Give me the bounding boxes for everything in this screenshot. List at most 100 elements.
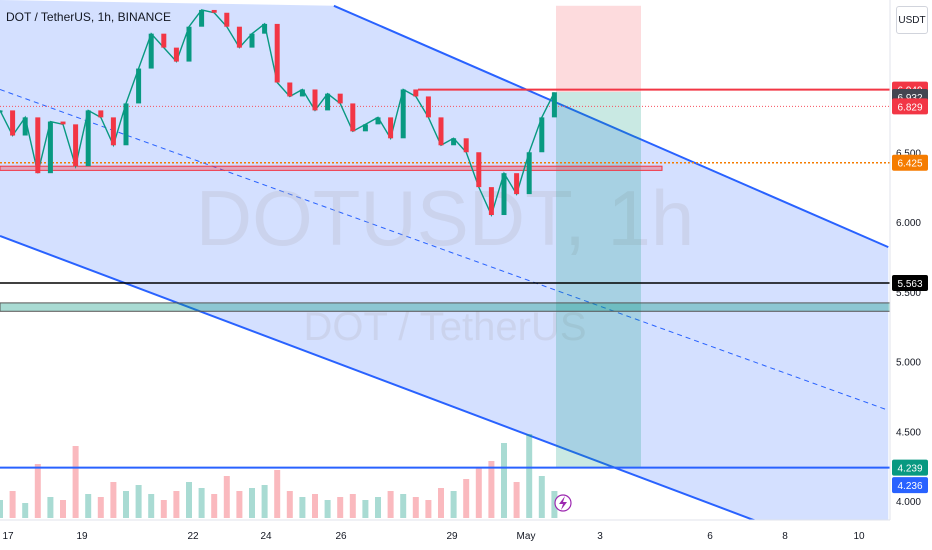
volume-bar bbox=[135, 485, 142, 518]
volume-bar bbox=[249, 488, 255, 518]
volume-bar bbox=[387, 491, 394, 518]
volume-bar bbox=[286, 491, 293, 518]
lightning-icon[interactable] bbox=[554, 494, 572, 512]
price-candle bbox=[375, 117, 381, 125]
watermark-ticker: DOTUSDT, 1h bbox=[196, 174, 694, 262]
volume-bar bbox=[261, 485, 268, 518]
price-candle bbox=[299, 89, 305, 97]
volume-bar bbox=[173, 491, 180, 518]
price-candle bbox=[514, 173, 520, 195]
volume-bar bbox=[198, 488, 205, 518]
time-tick-label: 26 bbox=[335, 531, 347, 542]
price-candle bbox=[35, 117, 41, 174]
volume-bar bbox=[97, 497, 104, 518]
channel-upper-line[interactable] bbox=[333, 4, 889, 249]
channel-fill bbox=[0, 0, 889, 550]
volume-bar bbox=[551, 491, 558, 518]
price-candle bbox=[501, 173, 507, 216]
volume-bar bbox=[400, 494, 407, 518]
price-candle bbox=[287, 82, 293, 97]
price-label-text: 5.563 bbox=[897, 279, 922, 290]
stop-loss-zone[interactable] bbox=[556, 5, 641, 92]
time-tick-label: 8 bbox=[782, 531, 788, 542]
short-position-tool[interactable] bbox=[556, 5, 641, 468]
price-candle bbox=[60, 121, 66, 125]
price-candle bbox=[413, 89, 419, 97]
price-candle bbox=[22, 117, 28, 136]
price-candle bbox=[73, 124, 79, 167]
price-label-box bbox=[892, 459, 928, 476]
price-tick-label: 6.000 bbox=[896, 218, 921, 229]
take-profit-zone[interactable] bbox=[556, 91, 641, 468]
volume-bar bbox=[538, 476, 545, 518]
price-candle bbox=[161, 33, 167, 48]
price-candle bbox=[451, 138, 457, 146]
price-candle bbox=[123, 103, 129, 146]
time-tick-label: 24 bbox=[260, 531, 272, 542]
price-candle bbox=[199, 9, 205, 27]
price-label-box bbox=[892, 154, 928, 171]
green-support-zone[interactable] bbox=[0, 302, 891, 312]
volume-bar bbox=[375, 497, 381, 518]
price-candle bbox=[388, 117, 394, 139]
price-axis[interactable]: 4.0004.5005.0005.5006.0006.5006.9496.932… bbox=[889, 0, 932, 550]
volume-bar bbox=[72, 446, 79, 518]
volume-bar bbox=[438, 488, 444, 518]
volume-bar bbox=[9, 491, 16, 518]
price-label-text: 4.236 bbox=[897, 481, 922, 492]
price-candle bbox=[539, 117, 545, 153]
volume-bar bbox=[0, 500, 3, 518]
price-label-text: 6.425 bbox=[897, 159, 922, 170]
price-candle bbox=[551, 92, 557, 118]
volume-bar bbox=[236, 491, 243, 518]
price-candle bbox=[400, 89, 406, 139]
time-tick-label: 19 bbox=[76, 531, 88, 542]
volume-bar bbox=[211, 494, 218, 518]
watermark-name: DOT / TetherUS bbox=[303, 305, 586, 349]
price-candle bbox=[425, 96, 431, 118]
price-tick-label: 5.500 bbox=[896, 288, 921, 299]
time-tick-label: 22 bbox=[187, 531, 199, 542]
volume-bar bbox=[274, 470, 281, 518]
price-candle bbox=[173, 47, 179, 62]
price-candle bbox=[0, 110, 3, 113]
price-candle bbox=[136, 68, 142, 104]
price-candle bbox=[186, 26, 192, 62]
red-support-zone[interactable] bbox=[0, 165, 663, 171]
price-candle bbox=[98, 110, 104, 118]
volume-bar bbox=[324, 500, 331, 518]
currency-button[interactable]: USDT bbox=[896, 6, 928, 34]
price-candle bbox=[337, 93, 343, 104]
volume-bar bbox=[223, 476, 230, 518]
price-candle bbox=[249, 33, 255, 48]
volume-bar bbox=[312, 494, 318, 518]
price-candle bbox=[224, 12, 230, 27]
price-candle bbox=[10, 110, 16, 136]
volume-bar bbox=[34, 464, 41, 518]
volume-bars bbox=[0, 434, 558, 518]
volume-bar bbox=[362, 500, 369, 518]
regression-channel[interactable] bbox=[0, 0, 889, 550]
volume-bar bbox=[160, 500, 167, 518]
time-axis[interactable]: 17 19 22 24 26 29 May 3 6 8 10 bbox=[0, 519, 890, 550]
price-candle bbox=[362, 124, 368, 132]
price-label-box bbox=[892, 477, 928, 494]
volume-bar bbox=[349, 494, 356, 518]
price-candle bbox=[262, 23, 268, 34]
channel-midline[interactable] bbox=[0, 89, 889, 411]
price-series bbox=[0, 9, 557, 218]
price-label-text: 4.239 bbox=[897, 464, 922, 475]
symbol-title: DOT / TetherUS, 1h, BINANCE bbox=[6, 10, 171, 24]
price-tick-label: 5.000 bbox=[896, 358, 921, 369]
price-tick-label: 4.000 bbox=[896, 497, 921, 508]
volume-bar bbox=[425, 500, 432, 518]
volume-bar bbox=[123, 491, 129, 518]
channel-lower-line[interactable] bbox=[0, 235, 888, 550]
volume-bar bbox=[148, 494, 155, 518]
price-candle bbox=[463, 138, 469, 153]
time-tick-label: 17 bbox=[2, 531, 14, 542]
price-candle bbox=[274, 23, 280, 83]
price-candle bbox=[236, 26, 242, 48]
